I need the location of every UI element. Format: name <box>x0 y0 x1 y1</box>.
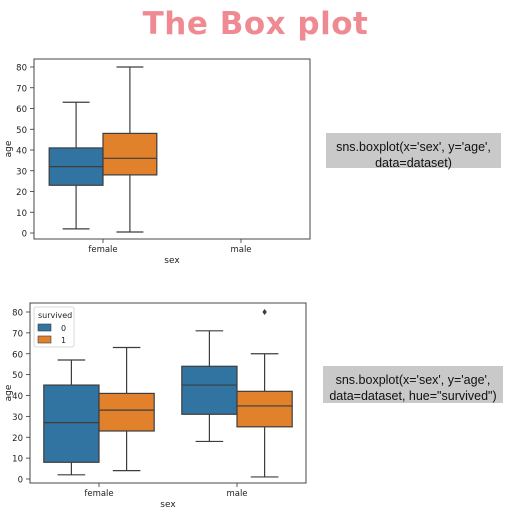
y-tick-label: 0 <box>18 476 23 486</box>
x-axis-label: sex <box>164 256 180 266</box>
y-tick-label: 80 <box>12 309 23 319</box>
boxplot-by-sex-hue-survived: 0 10 20 30 40 50 60 70 80 age female male sex survive… <box>0 298 511 520</box>
box-iqr <box>102 132 158 176</box>
outlier-point <box>262 309 267 315</box>
y-tick-label: 40 <box>12 392 23 402</box>
legend-entry: 1 <box>61 336 66 345</box>
y-tick-label: 40 <box>16 147 27 157</box>
box-iqr <box>236 390 293 428</box>
y-axis-label: age <box>4 140 14 157</box>
x-tick-label: female <box>88 245 117 255</box>
box-iqr <box>98 392 155 432</box>
boxplot-by-sex: 0 10 20 30 40 50 60 70 80 age female male sex <box>0 52 511 272</box>
code-snippet-1: sns.boxplot(x='sex', y='age', data=datas… <box>326 133 501 170</box>
y-tick-label: 30 <box>16 167 27 177</box>
x-tick-label: male <box>226 489 247 499</box>
y-tick-label: 20 <box>16 188 27 198</box>
legend-title: survived <box>38 311 72 320</box>
y-tick-label: 60 <box>16 105 27 115</box>
y-tick-label: 50 <box>12 371 23 381</box>
x-tick-label: female <box>84 489 113 499</box>
box-iqr <box>43 384 100 463</box>
y-tick-label: 70 <box>16 84 27 94</box>
y-tick-label: 70 <box>12 329 23 339</box>
x-axis-label: sex <box>160 500 176 510</box>
legend-entry: 0 <box>61 324 66 333</box>
y-tick-label: 10 <box>16 209 27 219</box>
y-axis-label: age <box>4 384 14 401</box>
legend-swatch <box>37 323 52 332</box>
y-tick-label: 80 <box>16 64 27 74</box>
y-tick-label: 60 <box>12 350 23 360</box>
y-tick-label: 0 <box>22 230 27 240</box>
y-tick-label: 50 <box>16 126 27 136</box>
y-tick-label: 20 <box>12 434 23 444</box>
legend-swatch <box>37 335 52 344</box>
x-tick-label: male <box>230 245 251 255</box>
y-tick-label: 10 <box>12 455 23 465</box>
boxplot-by-sex-svg: 0 10 20 30 40 50 60 70 80 age female male sex <box>4 58 311 266</box>
code-snippet-2: sns.boxplot(x='sex', y='age', data=datas… <box>323 366 503 403</box>
box-iqr <box>181 365 238 415</box>
slide-title: The Box plot <box>142 6 369 42</box>
y-tick-label: 30 <box>12 413 23 423</box>
